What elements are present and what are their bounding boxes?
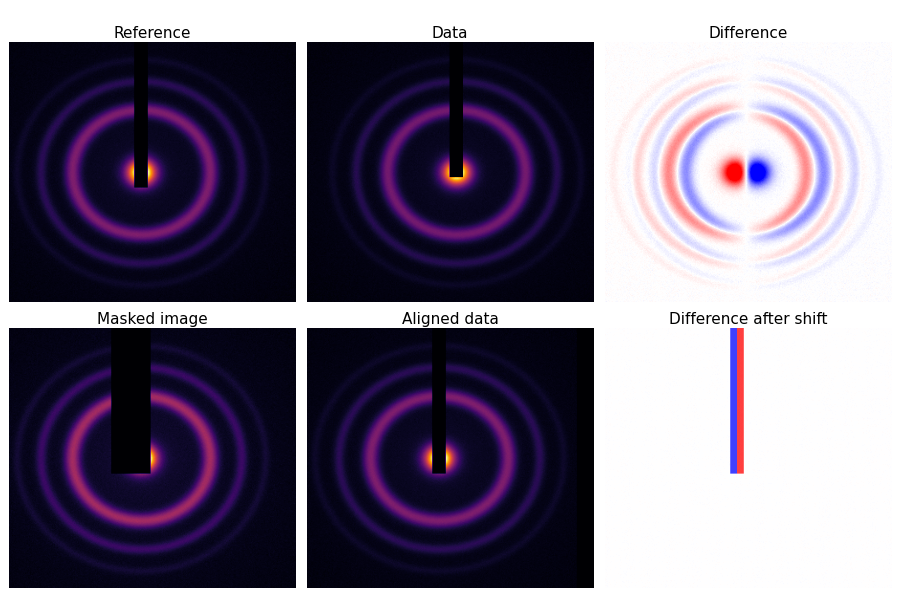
Title: Difference after shift: Difference after shift bbox=[669, 312, 827, 327]
Title: Difference: Difference bbox=[708, 26, 788, 41]
Title: Aligned data: Aligned data bbox=[401, 312, 499, 327]
Title: Data: Data bbox=[432, 26, 468, 41]
Title: Masked image: Masked image bbox=[97, 312, 208, 327]
Title: Reference: Reference bbox=[113, 26, 191, 41]
